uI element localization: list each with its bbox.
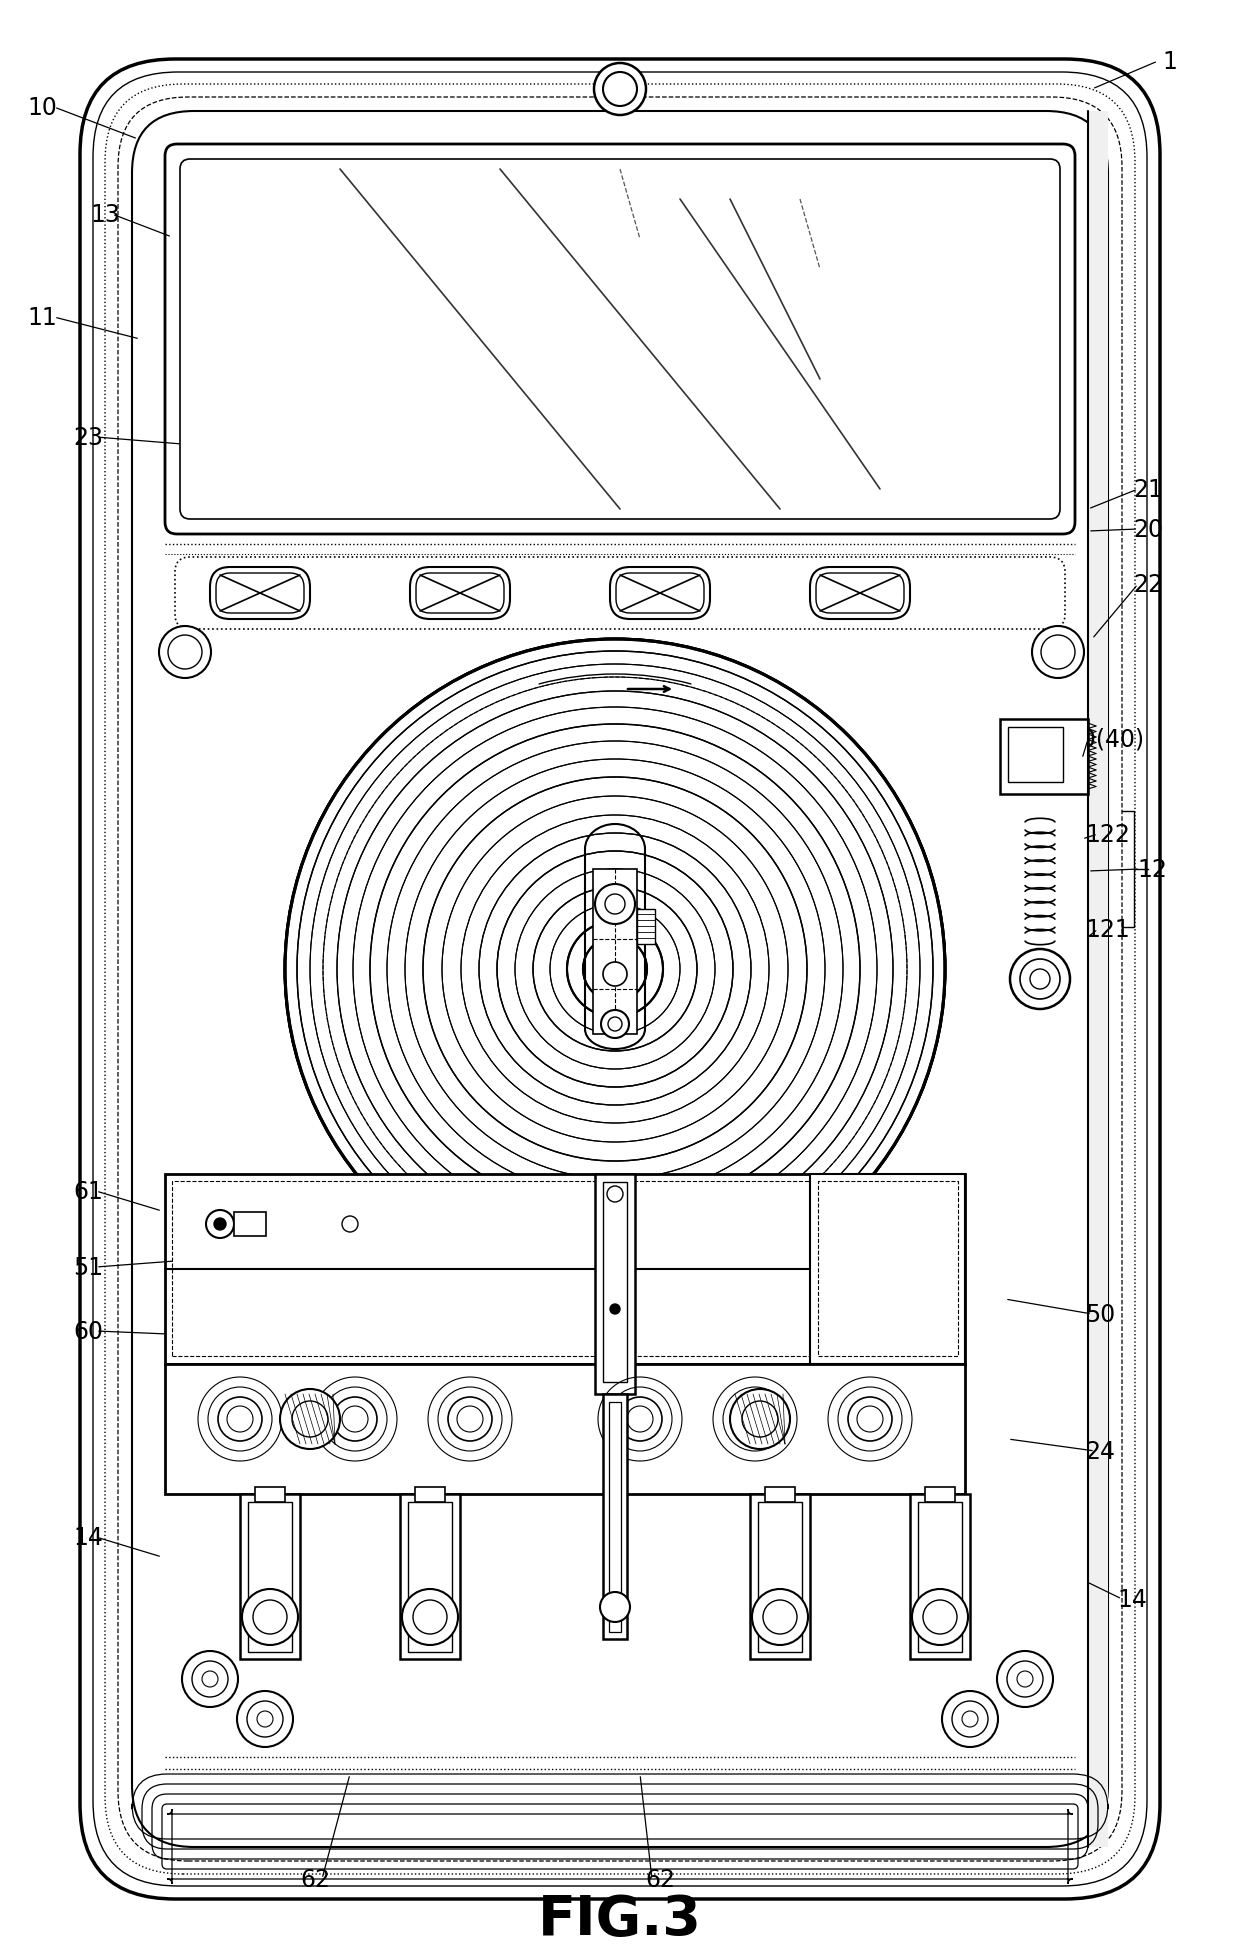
Text: 22: 22 [1133, 573, 1163, 596]
Circle shape [1042, 635, 1075, 671]
Text: 24: 24 [1085, 1439, 1115, 1462]
Circle shape [594, 65, 646, 115]
Text: FIG.3: FIG.3 [538, 1892, 702, 1945]
Bar [925, 1488, 955, 1501]
Bar [1087, 111, 1109, 1847]
FancyBboxPatch shape [816, 573, 904, 614]
Text: 14: 14 [1117, 1587, 1147, 1611]
Text: 12: 12 [1137, 858, 1167, 882]
Bar [603, 1394, 627, 1638]
Bar [255, 1488, 285, 1501]
Circle shape [167, 635, 202, 671]
Circle shape [603, 962, 627, 987]
Circle shape [448, 1398, 492, 1441]
Circle shape [605, 895, 625, 915]
Text: 14: 14 [73, 1525, 103, 1548]
Bar [765, 1488, 795, 1501]
Bar [234, 1212, 267, 1236]
Bar [593, 870, 637, 1034]
Circle shape [608, 1017, 622, 1032]
Circle shape [402, 1589, 458, 1646]
Text: 61: 61 [73, 1179, 103, 1204]
Bar [999, 719, 1087, 794]
Circle shape [1021, 960, 1060, 999]
Circle shape [603, 72, 637, 108]
Circle shape [280, 1390, 340, 1449]
Text: 122: 122 [1085, 823, 1131, 847]
FancyBboxPatch shape [410, 567, 510, 620]
Bar [918, 1501, 962, 1652]
Bar [248, 1501, 291, 1652]
Circle shape [601, 1011, 629, 1038]
Bar [241, 1494, 300, 1660]
Circle shape [159, 628, 211, 678]
Bar [750, 1494, 810, 1660]
Circle shape [1030, 970, 1050, 989]
Circle shape [218, 1398, 262, 1441]
Circle shape [942, 1691, 998, 1748]
Circle shape [285, 639, 945, 1300]
Circle shape [182, 1652, 238, 1707]
Circle shape [911, 1589, 968, 1646]
Text: 51: 51 [73, 1255, 103, 1279]
Text: 20: 20 [1133, 518, 1163, 542]
FancyBboxPatch shape [616, 573, 704, 614]
FancyBboxPatch shape [81, 61, 1159, 1898]
Text: 10: 10 [27, 96, 57, 119]
Bar [609, 1402, 621, 1632]
Circle shape [618, 1398, 662, 1441]
Text: 62: 62 [645, 1867, 675, 1890]
Text: 120(40): 120(40) [1052, 727, 1145, 751]
Circle shape [730, 1390, 790, 1449]
Text: 13: 13 [91, 203, 120, 227]
Circle shape [733, 1398, 777, 1441]
FancyBboxPatch shape [415, 573, 503, 614]
Bar [818, 1181, 959, 1357]
Text: 23: 23 [73, 426, 103, 450]
FancyBboxPatch shape [180, 160, 1060, 520]
Bar [758, 1501, 802, 1652]
FancyBboxPatch shape [216, 573, 304, 614]
Bar [401, 1494, 460, 1660]
Circle shape [206, 1210, 234, 1238]
Circle shape [1011, 950, 1070, 1009]
Bar [408, 1501, 453, 1652]
Circle shape [608, 1187, 622, 1202]
FancyBboxPatch shape [610, 567, 711, 620]
FancyBboxPatch shape [210, 567, 310, 620]
Text: 60: 60 [73, 1320, 103, 1343]
Bar [603, 1183, 627, 1382]
Text: 11: 11 [27, 305, 57, 330]
Text: 50: 50 [1085, 1302, 1115, 1325]
Circle shape [848, 1398, 892, 1441]
Bar [637, 909, 655, 944]
Bar [165, 1175, 965, 1365]
Text: 21: 21 [1133, 477, 1163, 502]
Circle shape [1032, 628, 1084, 678]
Circle shape [595, 884, 635, 925]
Bar [165, 1365, 965, 1494]
Circle shape [997, 1652, 1053, 1707]
Circle shape [237, 1691, 293, 1748]
Bar [415, 1488, 445, 1501]
Circle shape [751, 1589, 808, 1646]
FancyBboxPatch shape [810, 567, 910, 620]
Circle shape [600, 1591, 630, 1623]
Text: 62: 62 [300, 1867, 330, 1890]
Bar [595, 1175, 635, 1394]
FancyBboxPatch shape [165, 145, 1075, 536]
Bar [810, 1175, 965, 1365]
Bar [910, 1494, 970, 1660]
Circle shape [610, 1304, 620, 1314]
Bar [1008, 727, 1063, 782]
Bar [172, 1181, 812, 1357]
Circle shape [285, 639, 945, 1300]
Circle shape [242, 1589, 298, 1646]
Circle shape [334, 1398, 377, 1441]
Text: 121: 121 [1086, 917, 1131, 942]
Text: 1: 1 [1163, 51, 1178, 74]
Circle shape [215, 1218, 226, 1230]
